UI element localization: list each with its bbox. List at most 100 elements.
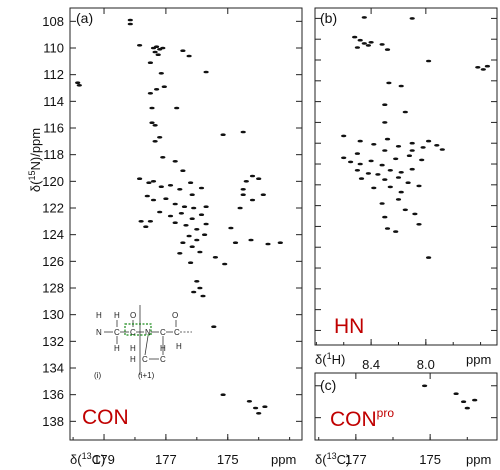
panel-a-peak-63 xyxy=(177,252,183,255)
panel-a-peak-64 xyxy=(197,250,203,254)
panel-b-x-tick-label-0: 8.4 xyxy=(362,357,380,372)
panel-a-peak-72 xyxy=(240,193,246,196)
panel-a-peak-39 xyxy=(144,194,150,198)
panel-b-label: (b) xyxy=(320,10,337,26)
panel-b-x-ticks: 8.4 8.0 xyxy=(315,8,497,372)
panel-a-peak-52 xyxy=(183,224,189,227)
panel-b-frame xyxy=(314,7,498,346)
panel-a-peak-79 xyxy=(222,262,228,266)
panel-a-peak-85 xyxy=(211,325,217,329)
panel-b-peak-17 xyxy=(402,110,408,114)
panel-a-y-tick-label-13: 134 xyxy=(42,361,64,376)
panel-c-peak-2 xyxy=(461,400,467,404)
panel-a-label: (a) xyxy=(76,10,93,26)
panel-a-peak-74 xyxy=(232,241,239,244)
panel-a-peak-27 xyxy=(160,156,166,159)
panel-a-peak-28 xyxy=(172,160,178,163)
panel-a-peak-6 xyxy=(154,45,160,48)
panel-a-y-tick-label-7: 122 xyxy=(42,201,64,216)
panel-a-peak-30 xyxy=(137,177,143,180)
panel-a-peak-58 xyxy=(186,234,192,238)
panel-b-peak-22 xyxy=(384,137,391,141)
panel-a-peak-11 xyxy=(180,49,186,52)
panel-a-peak-25 xyxy=(220,133,226,136)
panel-a-peak-47 xyxy=(167,214,174,218)
panel-c-frame xyxy=(314,372,498,441)
panel-a-peak-60 xyxy=(202,233,208,236)
svg-text:(i+1): (i+1) xyxy=(138,371,155,380)
panel-a-peak-37 xyxy=(189,193,195,196)
panel-a-y-tick-label-10: 128 xyxy=(42,281,64,296)
panel-a-peak-34 xyxy=(167,184,174,187)
panel-a-y-axis-label: δ(15N)/ppm xyxy=(27,128,43,192)
panel-b-peak-32 xyxy=(341,156,347,160)
panel-b-peaks xyxy=(341,16,490,259)
panel-a-peak-42 xyxy=(172,202,178,206)
svg-text:C: C xyxy=(142,355,148,364)
panel-b-peak-33 xyxy=(348,160,354,164)
panel-a-peak-44 xyxy=(191,206,197,210)
panel-b-peak-31 xyxy=(354,152,360,155)
panel-b-peak-42 xyxy=(375,173,381,176)
panel-a-peak-62 xyxy=(189,245,195,248)
panel-a-peak-36 xyxy=(188,181,194,184)
panel-a-peak-67 xyxy=(256,177,262,180)
panel-a-peak-82 xyxy=(197,286,203,290)
panel-a-peak-26 xyxy=(240,130,246,134)
panel-b-peak-24 xyxy=(409,141,415,145)
panel-a-peak-19 xyxy=(149,106,155,110)
peptide-structure-sketch: H H O O N C C N C C H H H H H C C (i) (i… xyxy=(94,305,192,380)
panel-a-peak-77 xyxy=(277,241,283,244)
panel-b-spectrum-label: HN xyxy=(334,315,364,338)
panel-b-peak-35 xyxy=(368,159,374,163)
panel-a-peak-86 xyxy=(220,393,226,397)
panel-a-peak-46 xyxy=(157,210,163,214)
panel-b-peak-18 xyxy=(382,121,388,124)
panel-a-peak-51 xyxy=(172,221,178,224)
panel-b-peak-39 xyxy=(419,158,425,162)
panel-b-peak-27 xyxy=(409,149,415,152)
panel-a-peak-23 xyxy=(157,136,163,139)
panel-a-peak-87 xyxy=(246,400,252,403)
panel-a-peak-59 xyxy=(194,238,200,242)
panel-a-peak-76 xyxy=(265,242,271,246)
svg-text:N: N xyxy=(145,328,151,337)
panel-a-peak-10 xyxy=(160,46,166,50)
panel-a-peak-78 xyxy=(212,255,218,259)
panel-a-y-tick-label-6: 120 xyxy=(42,174,64,189)
panel-a-peak-73 xyxy=(228,226,234,230)
panel-c-x-ticks: 177 175 xyxy=(315,373,497,467)
panel-a-peak-29 xyxy=(180,169,186,172)
svg-text:H: H xyxy=(130,355,136,364)
panel-b-peak-54 xyxy=(395,198,402,201)
panel-a-peak-13 xyxy=(203,70,209,74)
panel-b-peak-48 xyxy=(395,176,402,179)
svg-text:N: N xyxy=(96,328,102,337)
panel-a-peak-0 xyxy=(75,81,81,84)
panel-b-peak-41 xyxy=(365,172,371,175)
panel-a-peak-31 xyxy=(146,181,152,184)
panel-b-peak-61 xyxy=(412,212,418,216)
panel-b-peak-30 xyxy=(382,149,388,152)
panel-c-label: (c) xyxy=(320,377,336,393)
panel-a-x-axis-label: δ(13C) xyxy=(70,451,105,467)
panel-c-peak-4 xyxy=(472,398,478,402)
panel-a-peak-61 xyxy=(180,241,186,244)
panel-a-peak-38 xyxy=(198,186,205,190)
panel-a-x-tick-label-0: 179 xyxy=(93,452,115,467)
panel-b-peak-62 xyxy=(426,256,432,259)
svg-text:C: C xyxy=(130,328,136,337)
svg-text:H: H xyxy=(176,342,182,351)
panel-a-spectrum-label: CON xyxy=(82,406,129,429)
panel-a-peak-71 xyxy=(237,206,243,210)
panel-a-peak-17 xyxy=(147,92,153,95)
svg-text:H: H xyxy=(130,344,136,353)
panel-a-peak-41 xyxy=(163,197,169,200)
panel-b-peak-6 xyxy=(354,46,360,49)
panel-b-peak-60 xyxy=(416,223,422,226)
panel-a-x-tick-label-1: 177 xyxy=(155,452,177,467)
panel-a-frame xyxy=(69,7,303,441)
panel-b-peak-10 xyxy=(426,59,432,63)
panel-a-peak-1 xyxy=(76,84,82,87)
panel-b-peak-13 xyxy=(484,64,490,68)
